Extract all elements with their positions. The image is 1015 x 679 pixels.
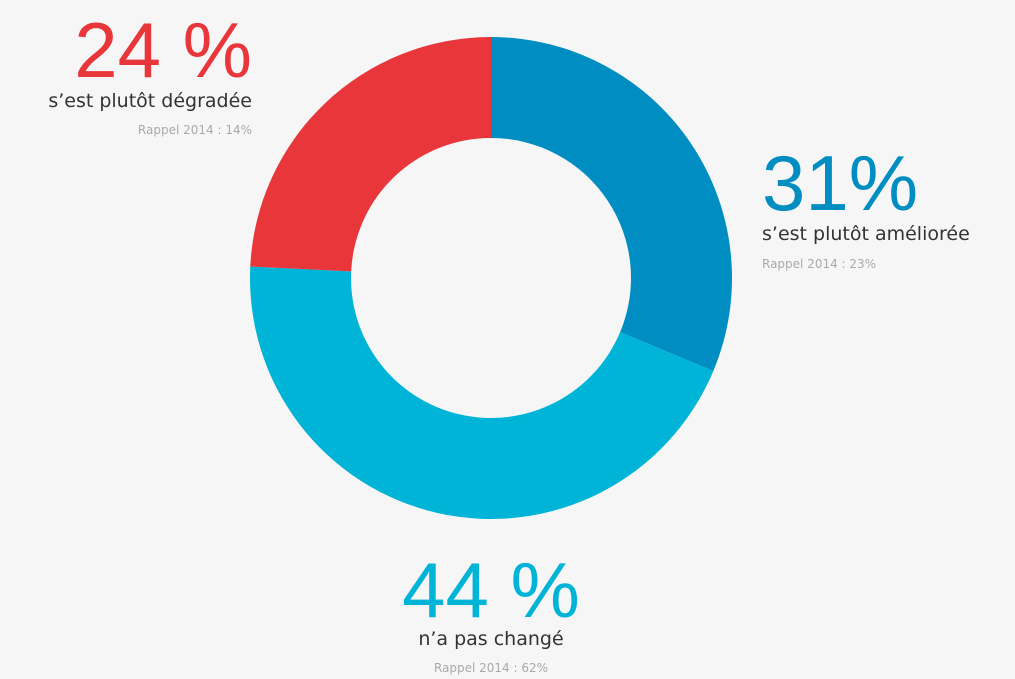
donut-segment [250,37,491,272]
category-label: s’est plutôt améliorée [762,223,970,245]
value-label: 44 % [402,546,580,634]
annotation: Rappel 2014 : 14% [138,123,252,137]
value-label: 24 % [74,6,252,94]
donut-segment [250,266,714,520]
annotation: Rappel 2014 : 23% [762,257,876,271]
category-label: n’a pas changé [418,628,563,650]
donut-segment [491,37,732,372]
value-label: 31% [762,139,918,227]
category-label: s’est plutôt dégradée [48,90,252,112]
annotation: Rappel 2014 : 62% [434,661,548,675]
